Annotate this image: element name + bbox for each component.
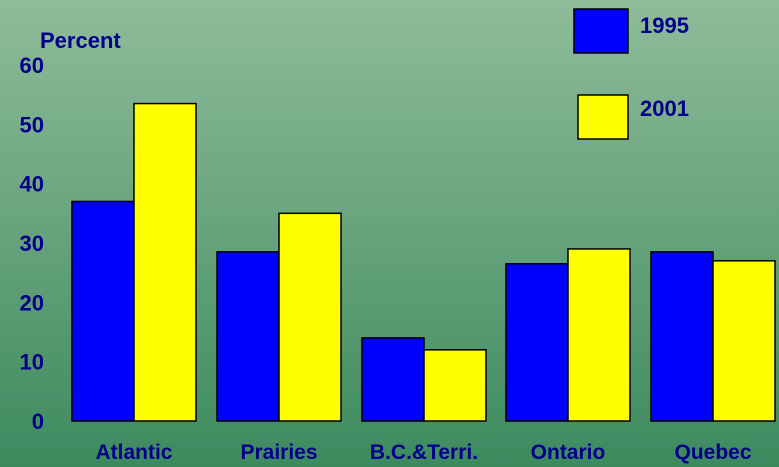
category-label: Atlantic — [95, 441, 172, 464]
bar-2001-2 — [423, 349, 487, 422]
legend-swatch-2001 — [577, 94, 629, 140]
y-tick-label: 50 — [20, 112, 44, 137]
bar-2001-0 — [133, 102, 197, 422]
bar-1995-2 — [361, 337, 425, 422]
y-tick-labels: 0 10 20 30 40 50 60 — [20, 53, 44, 434]
category-label: Prairies — [240, 441, 317, 464]
y-tick-label: 60 — [20, 53, 44, 78]
y-tick-label: 0 — [32, 409, 44, 434]
legend-label-2001: 2001 — [640, 96, 689, 121]
bar-1995-3 — [505, 263, 569, 422]
bar-1995-0 — [71, 200, 135, 422]
category-label: Ontario — [531, 441, 606, 464]
bar-1995-1 — [216, 251, 280, 422]
category-labels: Atlantic Prairies B.C.&Terri. Ontario Quebec — [95, 441, 751, 464]
y-tick-label: 20 — [20, 290, 44, 315]
bar-2001-4 — [712, 260, 776, 422]
y-tick-label: 30 — [20, 231, 44, 256]
category-label: Quebec — [674, 441, 751, 464]
y-tick-label: 40 — [20, 172, 44, 197]
category-label: B.C.&Terri. — [370, 441, 478, 464]
bar-1995-4 — [650, 251, 714, 422]
legend: 1995 2001 — [573, 8, 689, 140]
bar-2001-1 — [278, 212, 342, 422]
legend-label-1995: 1995 — [640, 13, 689, 38]
bar-2001-3 — [567, 248, 631, 422]
y-tick-label: 10 — [20, 350, 44, 375]
legend-swatch-1995 — [573, 8, 629, 54]
y-axis-label: Percent — [40, 28, 121, 53]
bars — [71, 102, 776, 422]
